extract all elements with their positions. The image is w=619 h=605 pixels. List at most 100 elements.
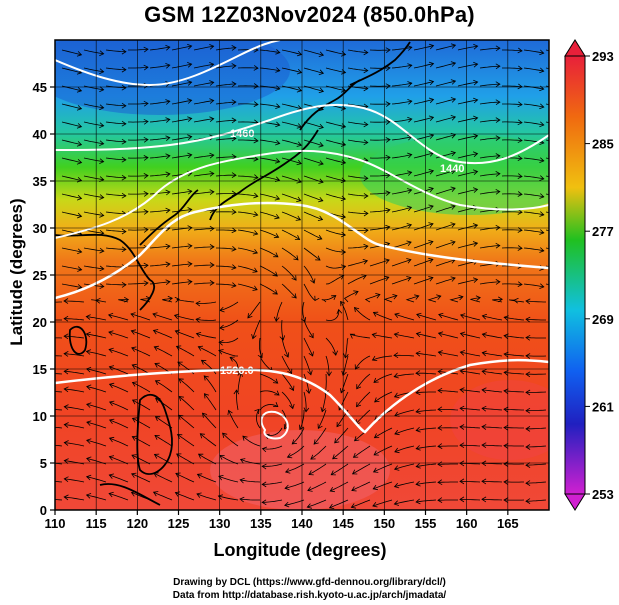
streamline-arrow: [209, 116, 215, 123]
streamline-arrow: [539, 67, 545, 74]
streamline: [83, 193, 104, 198]
streamline-arrow: [318, 142, 324, 148]
streamline: [481, 426, 503, 429]
colorbar-tick-label: 269: [592, 312, 614, 327]
streamline-arrow: [473, 133, 479, 140]
streamline: [460, 351, 481, 357]
streamline-arrow: [152, 329, 159, 335]
streamline-arrow: [384, 258, 390, 264]
streamline-arrow: [187, 188, 193, 195]
streamline: [259, 67, 280, 72]
streamline: [193, 154, 214, 159]
streamline-arrow: [253, 137, 259, 144]
streamline-arrow: [247, 313, 253, 319]
streamline: [281, 49, 302, 55]
streamline: [109, 401, 129, 411]
streamline-arrow: [218, 339, 224, 346]
streamline-arrow: [253, 192, 259, 199]
streamline-arrow: [314, 295, 320, 302]
streamline: [479, 65, 500, 69]
streamline: [262, 481, 283, 485]
y-tick-label: 35: [33, 174, 47, 189]
streamline-arrow: [196, 492, 202, 498]
streamline-arrow: [165, 117, 171, 123]
streamline-arrow: [130, 329, 136, 335]
streamline: [416, 445, 437, 450]
streamline-arrow: [351, 469, 358, 475]
streamline: [128, 66, 149, 69]
streamline: [118, 299, 129, 303]
streamline-arrow: [209, 170, 215, 177]
streamline: [171, 281, 192, 285]
streamline: [259, 157, 280, 163]
streamline: [154, 454, 173, 465]
streamline: [501, 193, 523, 195]
streamline: [348, 245, 368, 249]
streamline: [215, 174, 237, 177]
streamline-arrow: [374, 397, 380, 403]
streamline: [303, 49, 324, 56]
streamline-arrow: [143, 46, 149, 53]
streamline-arrow: [525, 426, 531, 432]
streamline-arrow: [339, 388, 346, 394]
streamline-arrow: [252, 285, 258, 291]
streamline: [347, 229, 369, 231]
streamline-arrow: [436, 294, 442, 300]
streamline: [61, 283, 82, 288]
streamline: [193, 82, 214, 87]
streamline-arrow: [406, 276, 412, 282]
streamline: [308, 463, 327, 475]
typhoon-contour: [260, 410, 289, 440]
streamline-arrow: [63, 404, 69, 410]
streamline-arrow: [199, 433, 205, 439]
streamline-arrow: [428, 169, 435, 175]
streamline: [523, 85, 544, 90]
streamline: [503, 408, 524, 411]
streamline-arrow: [76, 159, 83, 165]
streamline-arrow: [227, 409, 233, 416]
streamline: [127, 175, 149, 177]
streamline-arrow: [107, 312, 114, 319]
streamline: [149, 191, 170, 195]
streamline: [435, 152, 456, 159]
streamline: [127, 157, 149, 159]
streamline-arrow: [495, 63, 501, 70]
streamline-arrow: [318, 87, 325, 94]
streamline-arrow: [329, 486, 335, 493]
streamline-arrow: [187, 134, 193, 140]
streamline-arrow: [253, 155, 259, 162]
streamline: [64, 406, 85, 411]
streamline: [215, 156, 236, 159]
streamline-arrow: [459, 313, 466, 319]
streamline: [502, 67, 523, 70]
streamline: [193, 118, 214, 123]
y-tick-label: 30: [33, 221, 47, 236]
streamline: [413, 63, 434, 69]
streamline-arrow: [233, 389, 240, 395]
streamline: [350, 333, 371, 339]
streamline-arrow: [437, 331, 444, 337]
streamline: [457, 189, 478, 195]
streamline: [503, 390, 525, 393]
streamline: [391, 277, 412, 285]
streamline-arrow: [154, 416, 161, 422]
streamline-arrow: [539, 157, 545, 163]
streamline: [215, 101, 236, 105]
streamline-arrow: [219, 306, 225, 313]
streamline-arrow: [195, 300, 201, 307]
streamline-arrow: [481, 332, 487, 338]
streamline: [109, 383, 129, 393]
streamline: [481, 498, 503, 501]
streamline: [416, 409, 437, 413]
streamline-arrow: [261, 481, 267, 488]
streamline-arrow: [393, 372, 399, 379]
streamline-arrow: [252, 248, 258, 255]
streamline: [64, 388, 85, 393]
streamline-arrow: [308, 470, 314, 476]
streamline-arrow: [437, 497, 443, 503]
streamline-arrow: [209, 244, 215, 250]
streamline: [193, 191, 214, 195]
streamline: [105, 247, 126, 250]
streamline: [219, 337, 239, 344]
streamline-arrow: [222, 432, 228, 438]
